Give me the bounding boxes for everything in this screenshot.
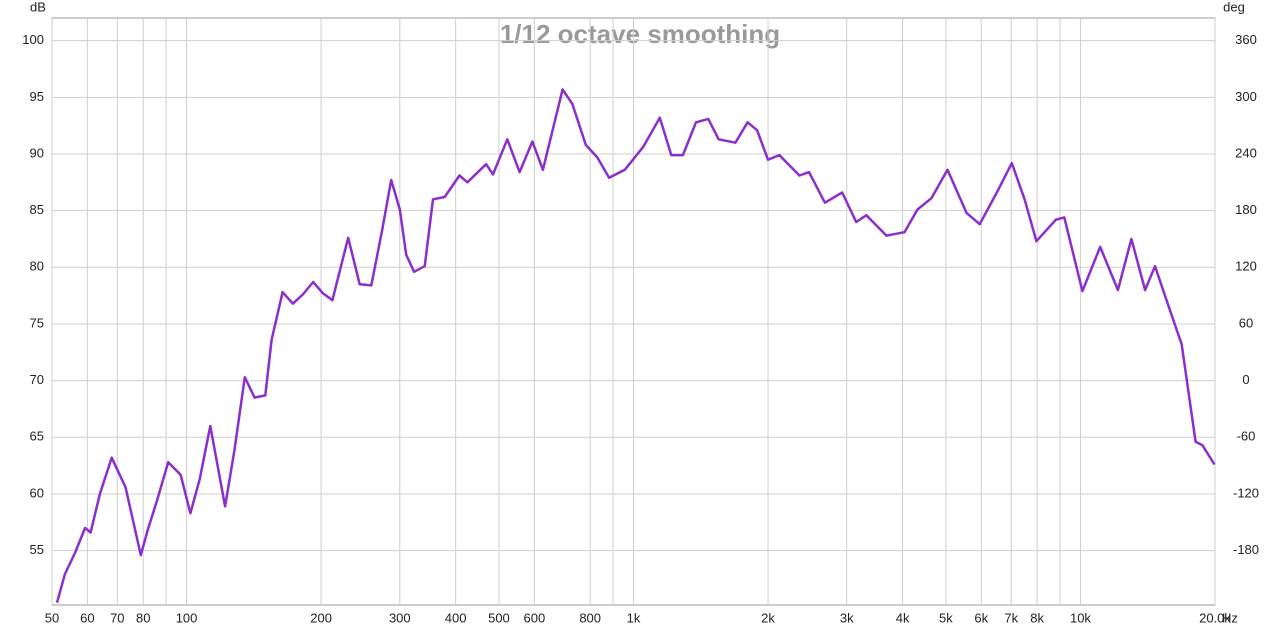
series-line bbox=[55, 88, 1216, 604]
x-tick-label: 500 bbox=[488, 610, 510, 625]
y-axis-label: dB bbox=[30, 0, 46, 14]
y-tick-label: 55 bbox=[30, 542, 44, 557]
x-tick-label: 2k bbox=[761, 610, 775, 625]
x-tick-label: 600 bbox=[523, 610, 545, 625]
y-tick-label: 80 bbox=[30, 259, 44, 274]
y-tick-label: 100 bbox=[22, 32, 44, 47]
x-tick-label: 5k bbox=[939, 610, 953, 625]
x-tick-label: 6k bbox=[974, 610, 988, 625]
x-tick-label: 1k bbox=[627, 610, 641, 625]
x-tick-label: 70 bbox=[110, 610, 124, 625]
x-tick-label: 400 bbox=[445, 610, 467, 625]
y2-tick-label: -60 bbox=[1237, 429, 1256, 444]
y2-tick-label: -120 bbox=[1233, 485, 1259, 500]
x-tick-label: 8k bbox=[1030, 610, 1044, 625]
y-tick-label: 95 bbox=[30, 89, 44, 104]
y2-tick-label: 300 bbox=[1235, 89, 1257, 104]
y2-tick-label: 240 bbox=[1235, 145, 1257, 160]
x-axis-label: Hz bbox=[1222, 610, 1238, 625]
x-tick-label: 80 bbox=[136, 610, 150, 625]
x-tick-label: 7k bbox=[1004, 610, 1018, 625]
y2-tick-label: 180 bbox=[1235, 202, 1257, 217]
x-tick-label: 60 bbox=[80, 610, 94, 625]
y2-tick-label: 60 bbox=[1239, 315, 1253, 330]
x-tick-label: 10k bbox=[1070, 610, 1091, 625]
x-tick-label: 4k bbox=[896, 610, 910, 625]
x-tick-label: 300 bbox=[389, 610, 411, 625]
y2-tick-label: 360 bbox=[1235, 32, 1257, 47]
y-tick-label: 60 bbox=[30, 485, 44, 500]
x-tick-label: 800 bbox=[579, 610, 601, 625]
x-tick-label: 200 bbox=[310, 610, 332, 625]
x-tick-label: 100 bbox=[176, 610, 198, 625]
y-tick-label: 85 bbox=[30, 202, 44, 217]
x-tick-label: 50 bbox=[45, 610, 59, 625]
y-tick-label: 90 bbox=[30, 145, 44, 160]
x-tick-label: 3k bbox=[840, 610, 854, 625]
y2-axis-label: deg bbox=[1223, 0, 1245, 14]
x-tick-label: 20.0k bbox=[1199, 610, 1231, 625]
chart-title: 1/12 octave smoothing bbox=[500, 19, 780, 49]
y-tick-label: 65 bbox=[30, 429, 44, 444]
y2-tick-label: 120 bbox=[1235, 259, 1257, 274]
y-tick-label: 75 bbox=[30, 315, 44, 330]
y-tick-label: 70 bbox=[30, 372, 44, 387]
y2-tick-label: -180 bbox=[1233, 542, 1259, 557]
y2-tick-label: 0 bbox=[1242, 372, 1249, 387]
